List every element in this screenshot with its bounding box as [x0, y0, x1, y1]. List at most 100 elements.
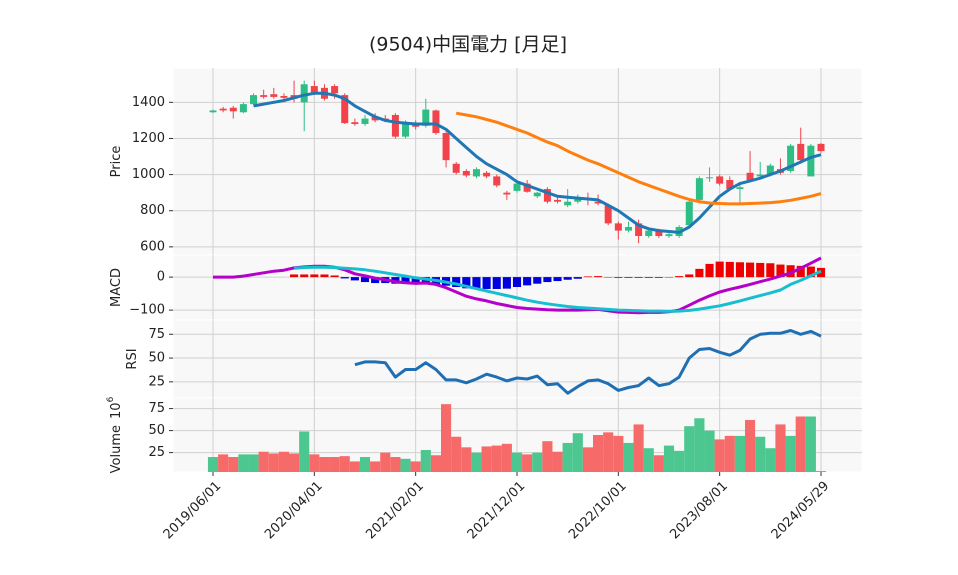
chart-title: (9504)中国電力 [月足]	[369, 34, 567, 56]
candle-body	[442, 133, 450, 161]
candle-body	[351, 122, 359, 125]
candle-body	[513, 183, 521, 191]
histogram-bar	[756, 262, 765, 278]
volume-bar	[258, 451, 269, 472]
histogram-bar	[573, 277, 582, 279]
candle-body	[594, 201, 602, 204]
candle-body	[523, 183, 531, 192]
volume-bar	[785, 435, 796, 472]
volume-bar	[299, 431, 310, 472]
y-tick-label: 0	[157, 270, 165, 285]
volume-bar	[694, 418, 705, 472]
histogram-bar	[695, 268, 704, 278]
candle-body	[483, 172, 491, 177]
histogram-bar	[594, 276, 603, 278]
volume-bar	[420, 449, 431, 472]
x-tick-label: 2023/08/01	[667, 479, 731, 543]
volume-bar	[734, 435, 745, 472]
volume-bar	[359, 457, 371, 472]
histogram-bar	[401, 277, 410, 284]
candle-body	[655, 230, 663, 237]
volume-bar	[491, 445, 502, 472]
candle-body	[706, 177, 714, 179]
volume-bar	[289, 453, 300, 472]
candle-body	[604, 205, 612, 224]
volume-bar	[674, 450, 685, 472]
volume-bar	[268, 453, 279, 472]
histogram-bar	[634, 277, 643, 278]
y-tick-label: 50	[148, 423, 165, 438]
histogram-bar	[735, 262, 744, 278]
candle-body	[402, 122, 410, 137]
histogram-bar	[806, 266, 815, 278]
volume-bar	[633, 424, 644, 472]
histogram-bar	[340, 277, 349, 279]
y-axis-label-text: RSI	[125, 348, 140, 369]
x-tick-label: 2019/06/01	[161, 479, 225, 543]
candle-body	[209, 110, 217, 113]
volume-bar	[623, 442, 634, 472]
candle-body	[341, 95, 349, 124]
histogram-bar	[746, 262, 755, 278]
candle-body	[371, 116, 379, 121]
candle-body	[766, 165, 774, 175]
volume-bar	[653, 455, 664, 472]
candle-body	[574, 198, 582, 202]
volume-bar	[755, 436, 766, 472]
candle-body	[219, 108, 227, 111]
volume-bar	[663, 445, 675, 472]
y-tick-label: 25	[148, 374, 165, 389]
volume-bar	[501, 443, 512, 472]
volume-bar	[410, 461, 421, 472]
histogram-bar	[786, 265, 795, 278]
histogram-bar	[512, 277, 522, 288]
volume-bar	[684, 426, 695, 472]
candle-body	[432, 110, 440, 134]
candle-body	[361, 118, 369, 125]
volume-bar	[218, 454, 229, 472]
y-tick-label: 75	[148, 327, 165, 342]
volume-bar	[582, 447, 593, 472]
histogram-bar	[705, 263, 714, 278]
candle-body	[564, 201, 572, 206]
candle-body	[422, 109, 430, 126]
histogram-bar	[492, 277, 501, 289]
histogram-bar	[330, 275, 339, 278]
volume-bar	[593, 435, 604, 472]
volume-bar	[309, 454, 320, 472]
y-axis-label: Price	[109, 146, 124, 178]
volume-bar	[643, 448, 654, 472]
histogram-bar	[675, 276, 684, 278]
x-tick-label: 2021/02/01	[363, 479, 427, 543]
histogram-bar	[310, 274, 319, 278]
histogram-bar	[685, 274, 694, 278]
candle-body	[310, 86, 318, 93]
histogram-bar	[766, 263, 775, 278]
volume-bar	[207, 457, 219, 472]
volume-bar	[613, 435, 624, 472]
y-axis-label-text: MACD	[109, 268, 124, 307]
candle-body	[756, 174, 764, 177]
y-tick-label: 50	[148, 351, 165, 366]
y-axis-label: Volume 106	[106, 396, 124, 473]
volume-bar	[765, 448, 776, 472]
candle-body	[645, 230, 653, 237]
histogram-bar	[482, 277, 491, 289]
histogram-bar	[320, 274, 329, 278]
volume-bar	[278, 451, 289, 472]
candle-body	[270, 94, 278, 97]
histogram-bar	[360, 277, 370, 283]
volume-bar	[248, 454, 259, 472]
y-tick-label: 1400	[132, 95, 165, 110]
volume-bar	[400, 458, 411, 472]
candle-body	[472, 169, 480, 177]
series-line	[455, 111, 822, 206]
histogram-bar	[350, 277, 359, 281]
candle-body	[239, 104, 247, 113]
candle-body	[787, 145, 795, 171]
volume-bar	[532, 452, 543, 472]
y-tick-label: −100	[129, 303, 165, 318]
histogram-bar	[523, 277, 532, 286]
y-tick-label: 600	[140, 239, 165, 254]
volume-bar	[562, 442, 573, 472]
